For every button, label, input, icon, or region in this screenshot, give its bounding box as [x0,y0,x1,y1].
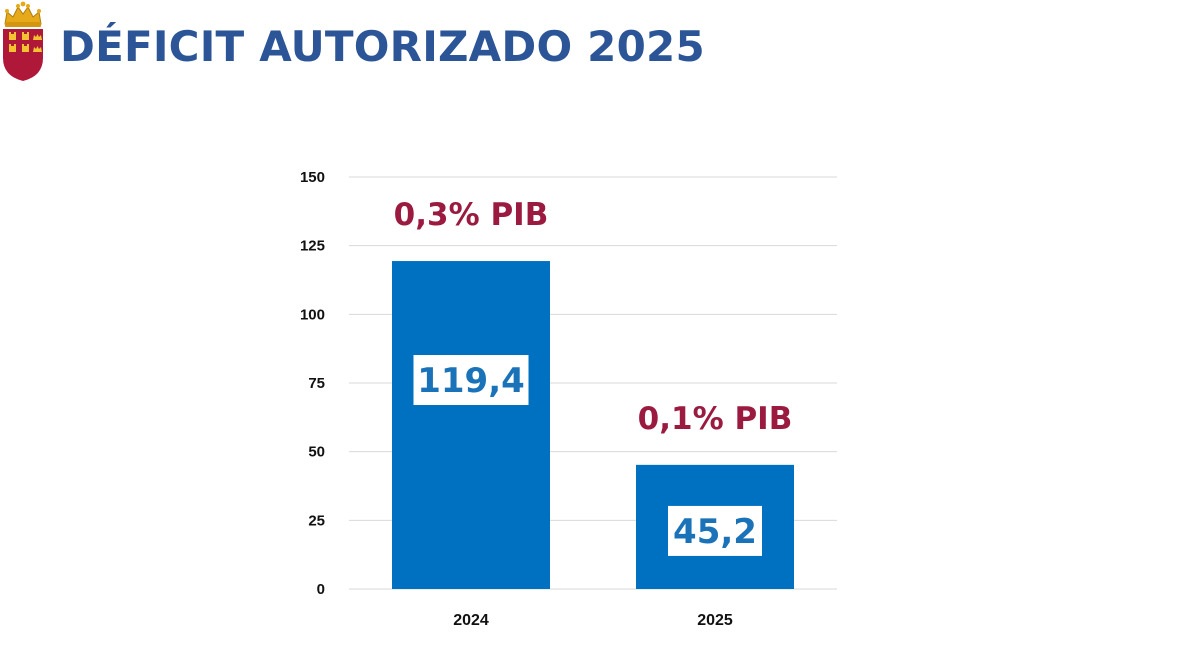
y-tick-label: 150 [300,169,325,186]
x-tick-label: 2024 [453,612,489,629]
pib-annotation: 0,3% PIB [394,197,549,233]
value-label-box [668,505,762,556]
shield-icon [3,29,43,81]
x-tick-label: 2025 [697,612,733,629]
y-tick-label: 25 [308,512,325,529]
y-tick-label: 0 [317,581,325,598]
castle-icon [9,32,29,52]
bar-2024 [392,261,550,589]
crown-icon [4,1,42,27]
value-label-box [413,355,529,406]
y-tick-label: 50 [308,444,325,461]
y-tick-label: 100 [300,306,325,323]
page-title: DÉFICIT AUTORIZADO 2025 [60,22,705,71]
pib-annotation: 0,1% PIB [638,401,793,437]
value-label: 119,4 [417,361,525,401]
y-tick-label: 125 [300,238,325,255]
value-label: 45,2 [673,512,757,552]
y-tick-label: 75 [308,375,325,392]
murcia-coat-of-arms-icon [3,1,43,81]
